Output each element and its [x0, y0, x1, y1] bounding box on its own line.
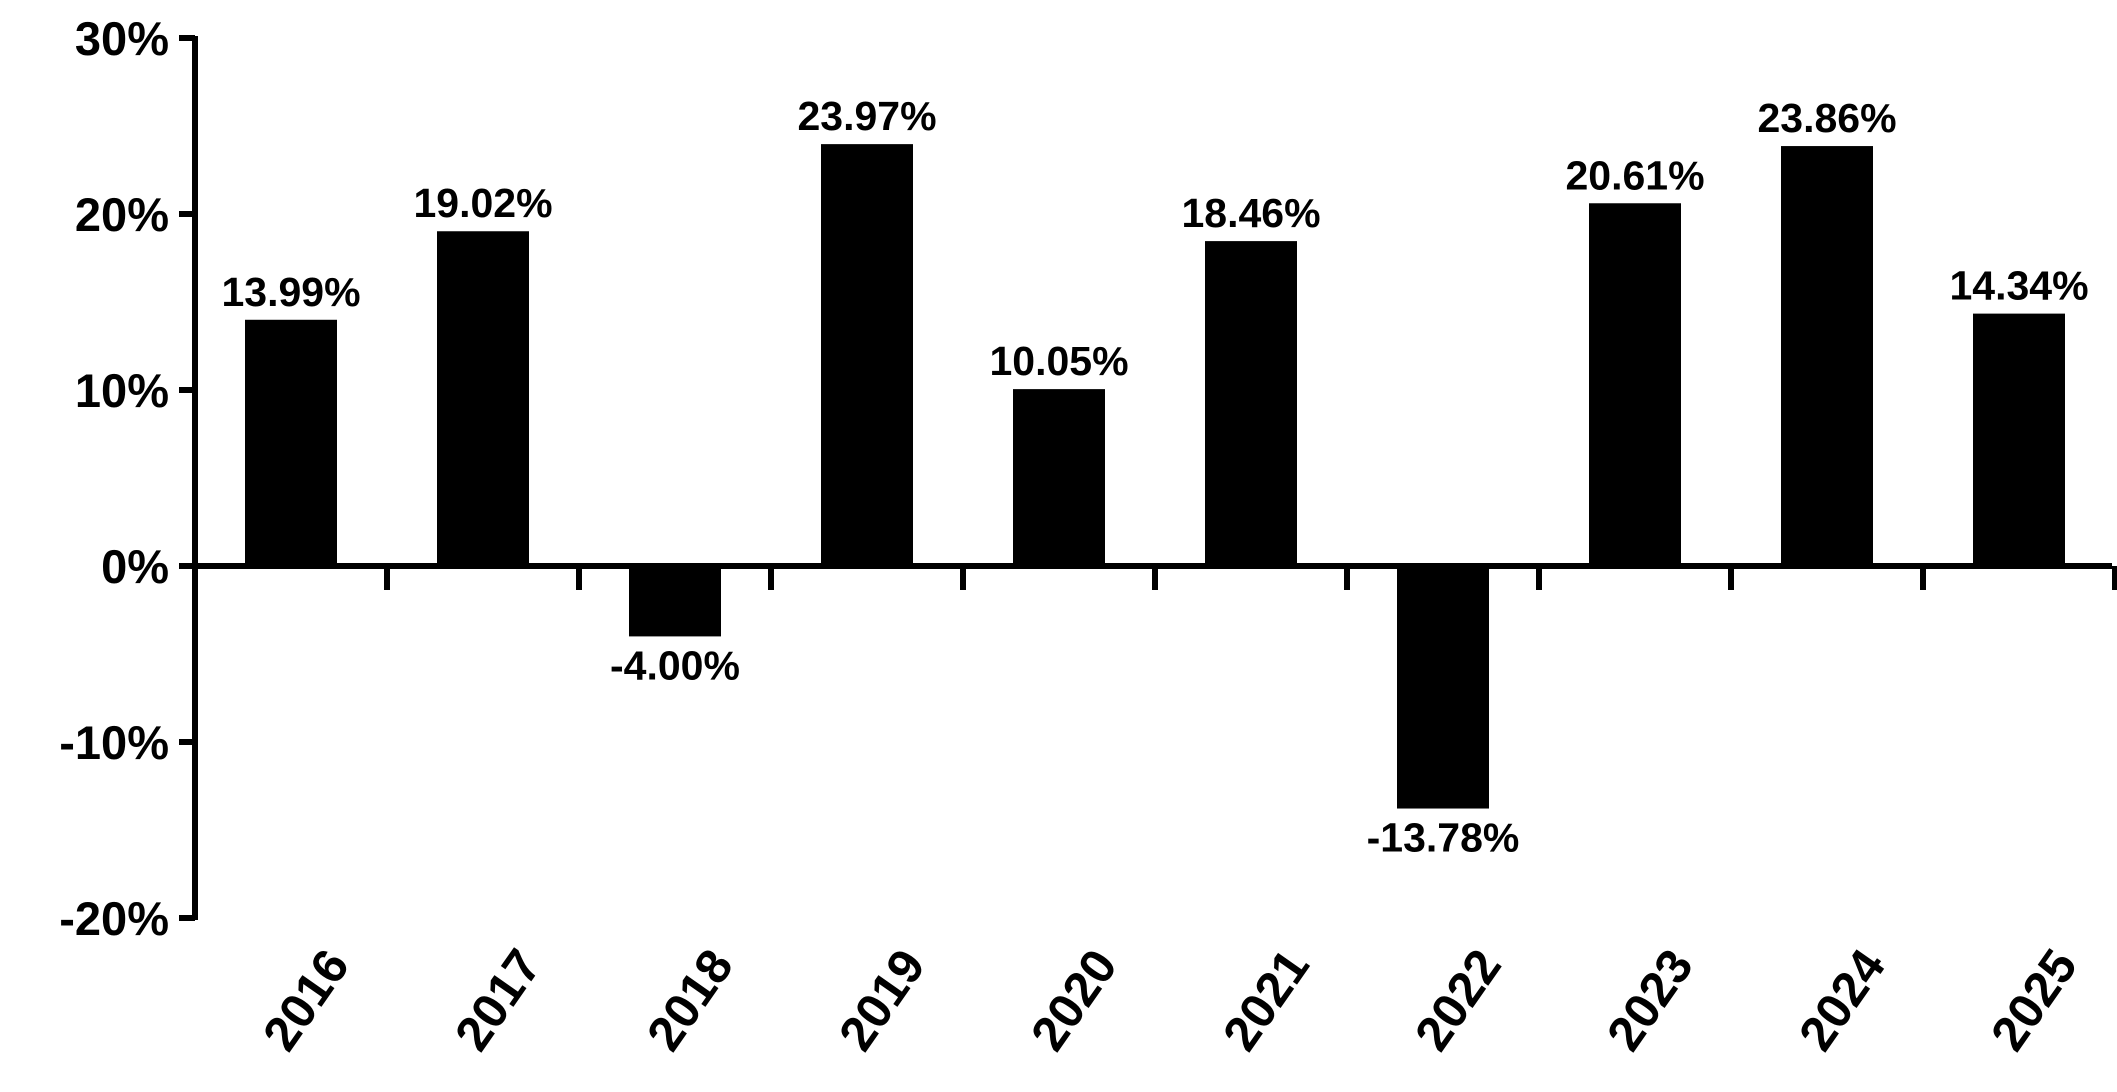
data-label-2016: 13.99%	[221, 269, 360, 315]
data-label-2022: -13.78%	[1367, 815, 1520, 861]
bar-2019	[821, 144, 913, 567]
y-tick-label: 30%	[75, 12, 169, 65]
y-tick-label: 0%	[101, 540, 169, 593]
data-label-2025: 14.34%	[1949, 263, 2088, 309]
bar-2016	[245, 319, 337, 566]
data-label-2024: 23.86%	[1757, 95, 1896, 141]
bars	[245, 144, 2065, 809]
x-tick-labels: 2016 2017 2018 2019 2020 2021 2022 2023 2024 2025	[253, 940, 2088, 1060]
x-tick-label-2021: 2021	[1213, 940, 1320, 1060]
bar-2022	[1397, 566, 1489, 809]
data-label-2021: 18.46%	[1181, 190, 1320, 236]
bar-2018	[629, 566, 721, 637]
x-tick-label-2016: 2016	[253, 940, 360, 1060]
bar-2024	[1781, 146, 1873, 566]
bar-2021	[1205, 241, 1297, 566]
y-tick-label: -10%	[59, 716, 169, 769]
x-tick-label-2025: 2025	[1981, 940, 2088, 1060]
data-label-2017: 19.02%	[413, 180, 552, 226]
bar-2020	[1013, 389, 1105, 566]
data-labels: 13.99% 19.02% -4.00% 23.97% 10.05% 18.46% -13.…	[221, 93, 2088, 860]
x-tick-label-2018: 2018	[637, 940, 744, 1060]
data-label-2018: -4.00%	[610, 642, 740, 688]
x-tick-label-2020: 2020	[1021, 940, 1128, 1060]
y-axis: 30% 20% 10% 0% -10% -20%	[59, 12, 198, 945]
x-axis	[195, 563, 2117, 590]
y-tick-label: -20%	[59, 892, 169, 945]
y-tick-label: 20%	[75, 188, 169, 241]
data-label-2020: 10.05%	[989, 338, 1128, 384]
x-tick-label-2019: 2019	[829, 940, 936, 1060]
bar-2025	[1973, 313, 2065, 566]
x-tick-label-2023: 2023	[1597, 940, 1704, 1060]
x-tick-label-2022: 2022	[1405, 940, 1512, 1060]
bar-2023	[1589, 203, 1681, 566]
data-label-2019: 23.97%	[797, 93, 936, 139]
y-tick-label: 10%	[75, 364, 169, 417]
bar-2017	[437, 231, 529, 567]
x-tick-label-2024: 2024	[1789, 940, 1896, 1060]
x-tick-label-2017: 2017	[445, 940, 552, 1060]
data-label-2023: 20.61%	[1565, 152, 1704, 198]
